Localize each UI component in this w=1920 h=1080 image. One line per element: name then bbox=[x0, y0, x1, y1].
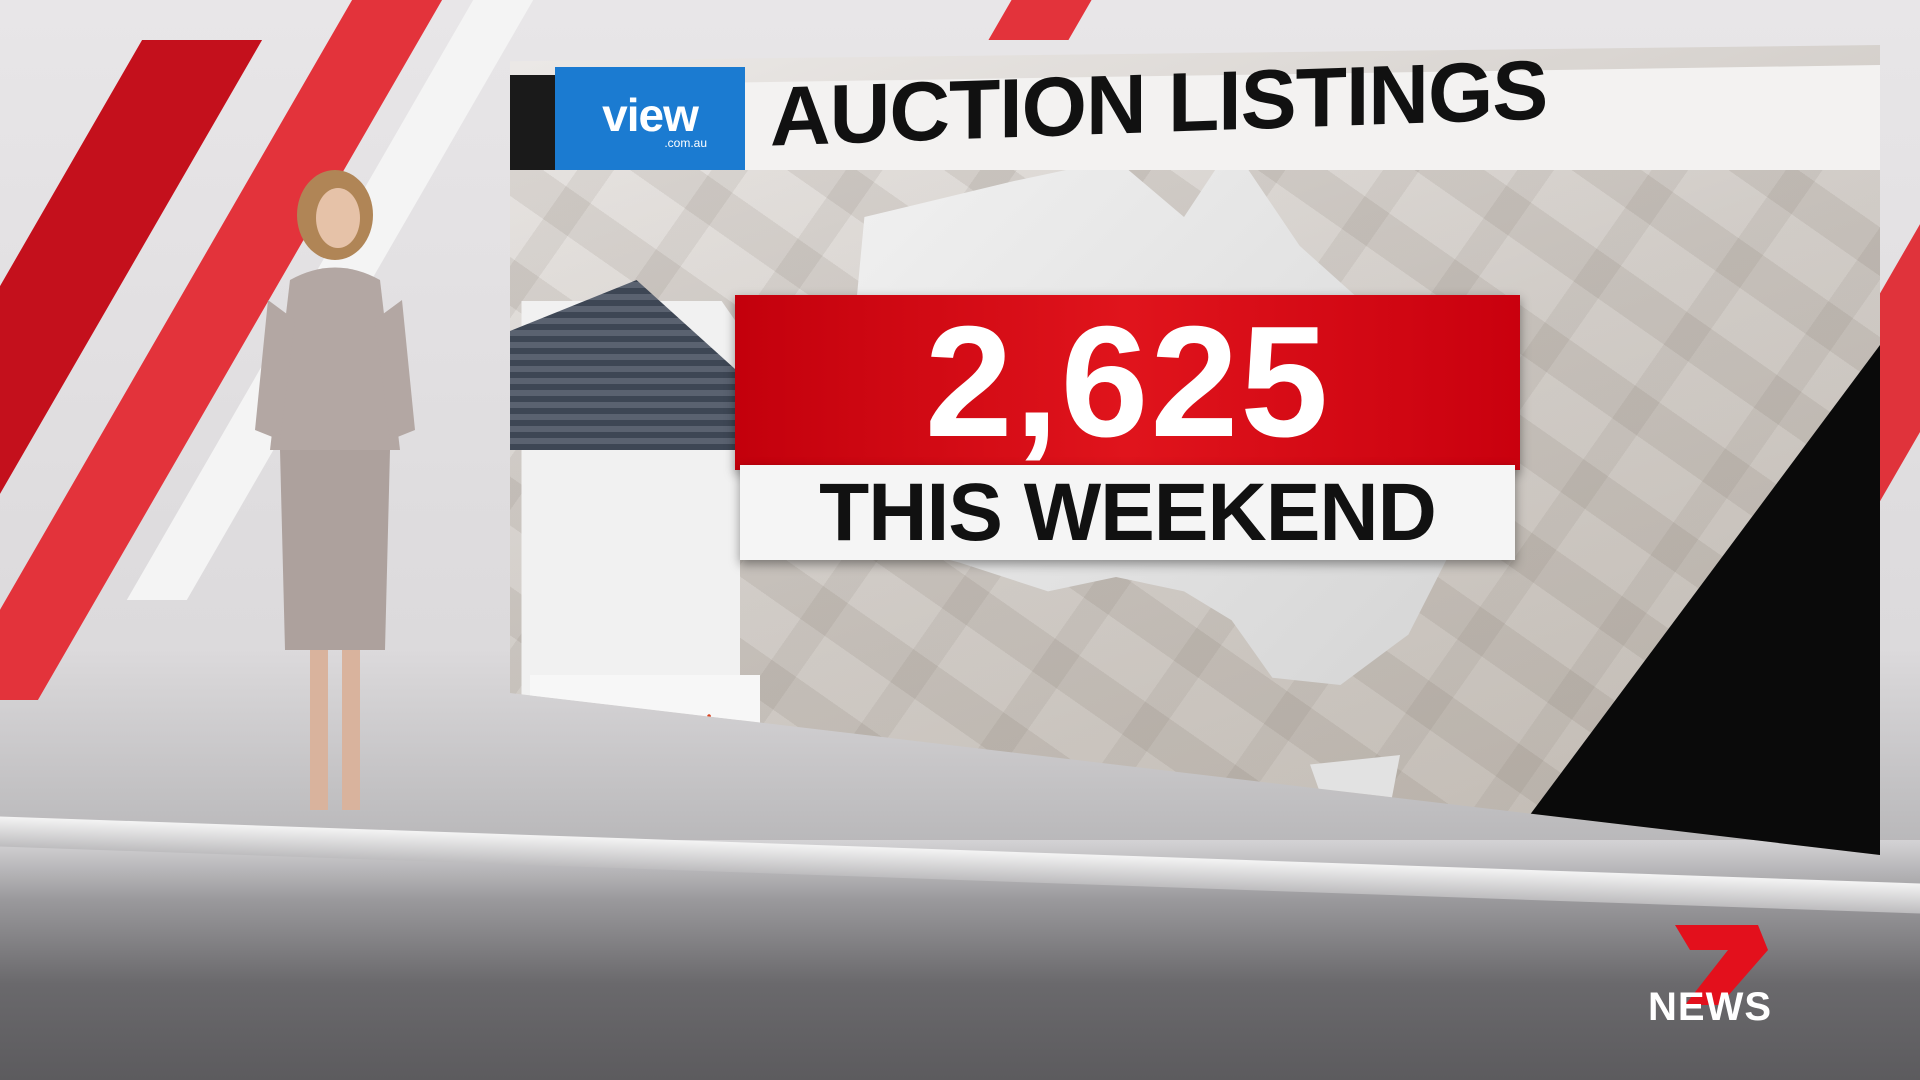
view-logo-text: view bbox=[602, 88, 699, 141]
view-logo: view .com.au bbox=[555, 67, 745, 170]
listing-count: 2,625 bbox=[924, 294, 1331, 470]
graphic-subtitle: THIS WEEKEND bbox=[819, 466, 1437, 558]
subtitle-strip: THIS WEEKEND bbox=[740, 465, 1515, 560]
red-stripe bbox=[988, 0, 1092, 40]
news-logo-text: NEWS bbox=[1648, 985, 1772, 1029]
count-box: 2,625 bbox=[735, 294, 1520, 470]
presenter bbox=[255, 170, 415, 810]
view-logo-domain: .com.au bbox=[664, 135, 707, 150]
seven-logo-icon bbox=[1675, 925, 1768, 1005]
